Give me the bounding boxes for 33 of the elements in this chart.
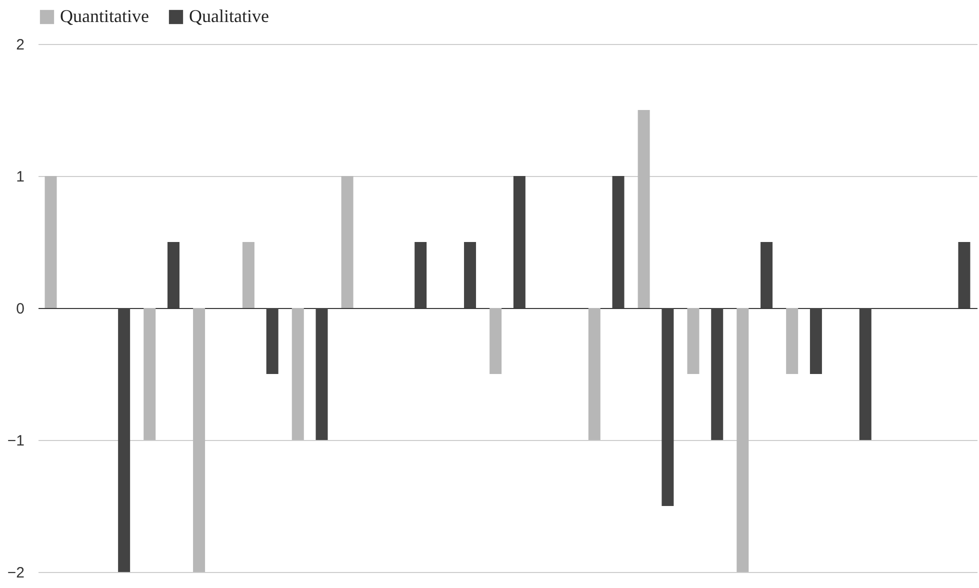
bar — [167, 242, 180, 308]
bar — [193, 308, 206, 572]
bar — [786, 308, 798, 374]
bar — [736, 308, 749, 572]
bar — [859, 308, 872, 440]
y-tick-label: −1 — [7, 432, 24, 450]
bar — [711, 308, 724, 440]
legend-label: Qualitative — [189, 6, 269, 26]
bar — [612, 176, 624, 308]
y-tick-label: 1 — [16, 168, 24, 186]
bar — [464, 242, 476, 308]
bar — [266, 308, 278, 374]
bar — [414, 242, 427, 308]
legend-label: Quantitative — [60, 6, 149, 26]
bar — [341, 176, 354, 308]
y-tick-label: −2 — [7, 564, 24, 582]
y-tick-label: 0 — [16, 300, 24, 318]
bar — [810, 308, 822, 374]
bar — [958, 242, 970, 308]
bar — [44, 176, 57, 308]
bar — [687, 308, 700, 374]
bar — [144, 308, 156, 440]
bar — [316, 308, 328, 440]
bar — [760, 242, 773, 308]
bar — [638, 110, 650, 308]
bar — [490, 308, 502, 374]
bar — [118, 308, 130, 572]
bar — [662, 308, 674, 506]
bar — [292, 308, 304, 440]
bar — [588, 308, 600, 440]
bar — [513, 176, 526, 308]
y-tick-label: 2 — [16, 36, 24, 54]
bar — [242, 242, 254, 308]
